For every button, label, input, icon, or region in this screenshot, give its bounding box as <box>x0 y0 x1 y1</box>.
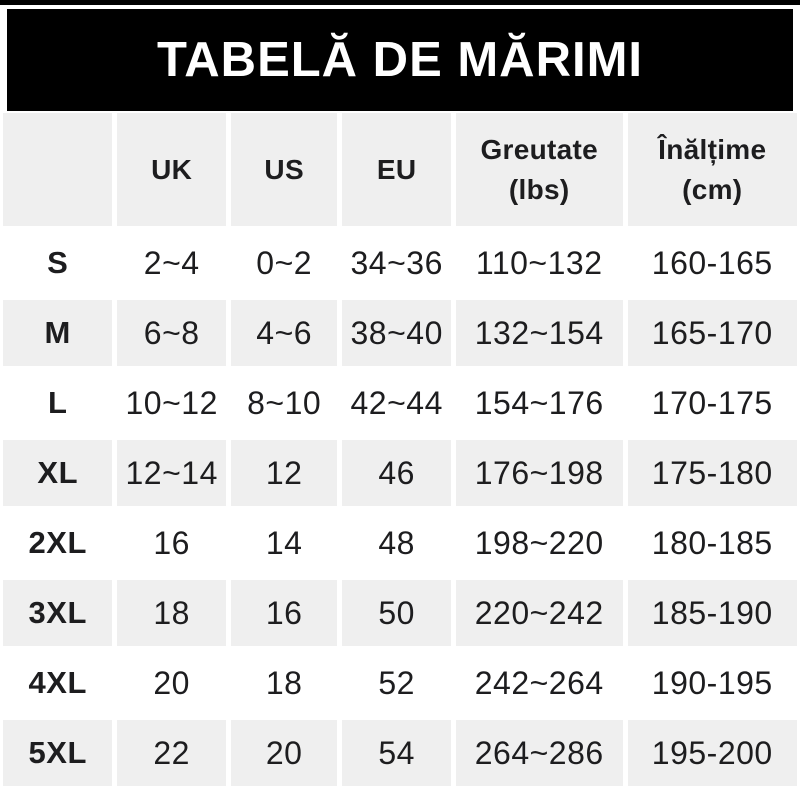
value-cell: 160-165 <box>651 244 773 281</box>
value-cell: 190-195 <box>651 664 773 701</box>
header-cell-eu: EU <box>342 113 451 226</box>
table-row-xl: XL 12~14 12 46 176~198 175-180 <box>3 440 797 506</box>
value-cell: 4~6 <box>230 300 338 366</box>
value-cell: 38~40 <box>342 300 451 366</box>
value-cell: 14 <box>265 524 303 561</box>
header-label: EU <box>376 153 417 185</box>
size-cell: M <box>3 300 113 366</box>
header-cell-us: US <box>230 113 338 226</box>
table-row-l: L 10~12 8~10 42~44 154~176 170-175 <box>3 370 797 436</box>
value-cell: 50 <box>342 580 451 646</box>
size-cell: 4XL <box>28 665 87 701</box>
value-cell: 16 <box>230 580 338 646</box>
page-title: TABELĂ DE MĂRIMI <box>157 33 643 87</box>
value-cell: 6~8 <box>117 300 226 366</box>
value-cell: 20 <box>230 720 338 786</box>
value-cell: 220~242 <box>455 580 623 646</box>
size-cell: XL <box>3 440 113 506</box>
header-cell-height: Înălțime (cm) <box>627 113 797 226</box>
value-cell: 54 <box>342 720 451 786</box>
table-row-m: M 6~8 4~6 38~40 132~154 165-170 <box>3 300 797 366</box>
size-cell: S <box>47 245 69 281</box>
value-cell: 264~286 <box>455 720 623 786</box>
value-cell: 195-200 <box>627 720 797 786</box>
value-cell: 34~36 <box>350 244 443 281</box>
value-cell: 42~44 <box>350 384 443 421</box>
value-cell: 20 <box>153 664 190 701</box>
value-cell: 52 <box>378 664 415 701</box>
value-cell: 12 <box>230 440 338 506</box>
value-cell: 8~10 <box>247 384 322 421</box>
header-cell-weight: Greutate (lbs) <box>455 113 623 226</box>
table-row-s: S 2~4 0~2 34~36 110~132 160-165 <box>3 230 797 296</box>
value-cell: 110~132 <box>475 244 603 281</box>
value-cell: 22 <box>117 720 226 786</box>
header-sublabel: (cm) <box>682 173 743 205</box>
header-label: UK <box>151 153 193 185</box>
table-header-row: UK US EU Greutate (lbs) Înălțime (cm) <box>3 113 797 226</box>
value-cell: 0~2 <box>256 244 313 281</box>
table-row-2xl: 2XL 16 14 48 198~220 180-185 <box>3 510 797 576</box>
value-cell: 176~198 <box>455 440 623 506</box>
table-row-5xl: 5XL 22 20 54 264~286 195-200 <box>3 720 797 786</box>
value-cell: 132~154 <box>455 300 623 366</box>
value-cell: 165-170 <box>627 300 797 366</box>
value-cell: 48 <box>378 524 415 561</box>
value-cell: 175-180 <box>627 440 797 506</box>
size-cell: L <box>48 385 68 421</box>
value-cell: 12~14 <box>117 440 226 506</box>
value-cell: 170-175 <box>651 384 773 421</box>
size-table-body: S 2~4 0~2 34~36 110~132 160-165 M 6~8 4~6 38~40 13… <box>3 230 797 786</box>
size-chart-banner: TABELĂ DE MĂRIMI <box>7 9 793 111</box>
header-label: US <box>264 153 304 185</box>
size-cell: 5XL <box>3 720 113 786</box>
value-cell: 185-190 <box>627 580 797 646</box>
size-table: UK US EU Greutate (lbs) Înălțime (cm) S 2… <box>3 113 797 786</box>
value-cell: 18 <box>265 664 303 701</box>
table-row-4xl: 4XL 20 18 52 242~264 190-195 <box>3 650 797 716</box>
header-sublabel: (lbs) <box>508 173 570 205</box>
header-cell-uk: UK <box>117 113 226 226</box>
size-cell: 3XL <box>3 580 113 646</box>
value-cell: 180-185 <box>651 524 773 561</box>
value-cell: 16 <box>153 524 190 561</box>
top-border-strip <box>0 0 800 5</box>
value-cell: 18 <box>117 580 226 646</box>
value-cell: 2~4 <box>143 244 200 281</box>
header-label: Greutate <box>480 134 598 166</box>
value-cell: 242~264 <box>474 664 604 701</box>
value-cell: 10~12 <box>125 384 218 421</box>
table-row-3xl: 3XL 18 16 50 220~242 185-190 <box>3 580 797 646</box>
value-cell: 154~176 <box>474 384 604 421</box>
value-cell: 46 <box>342 440 451 506</box>
size-cell: 2XL <box>28 525 87 561</box>
header-label: Înălțime <box>658 134 767 166</box>
value-cell: 198~220 <box>474 524 604 561</box>
header-cell-size <box>3 113 113 226</box>
